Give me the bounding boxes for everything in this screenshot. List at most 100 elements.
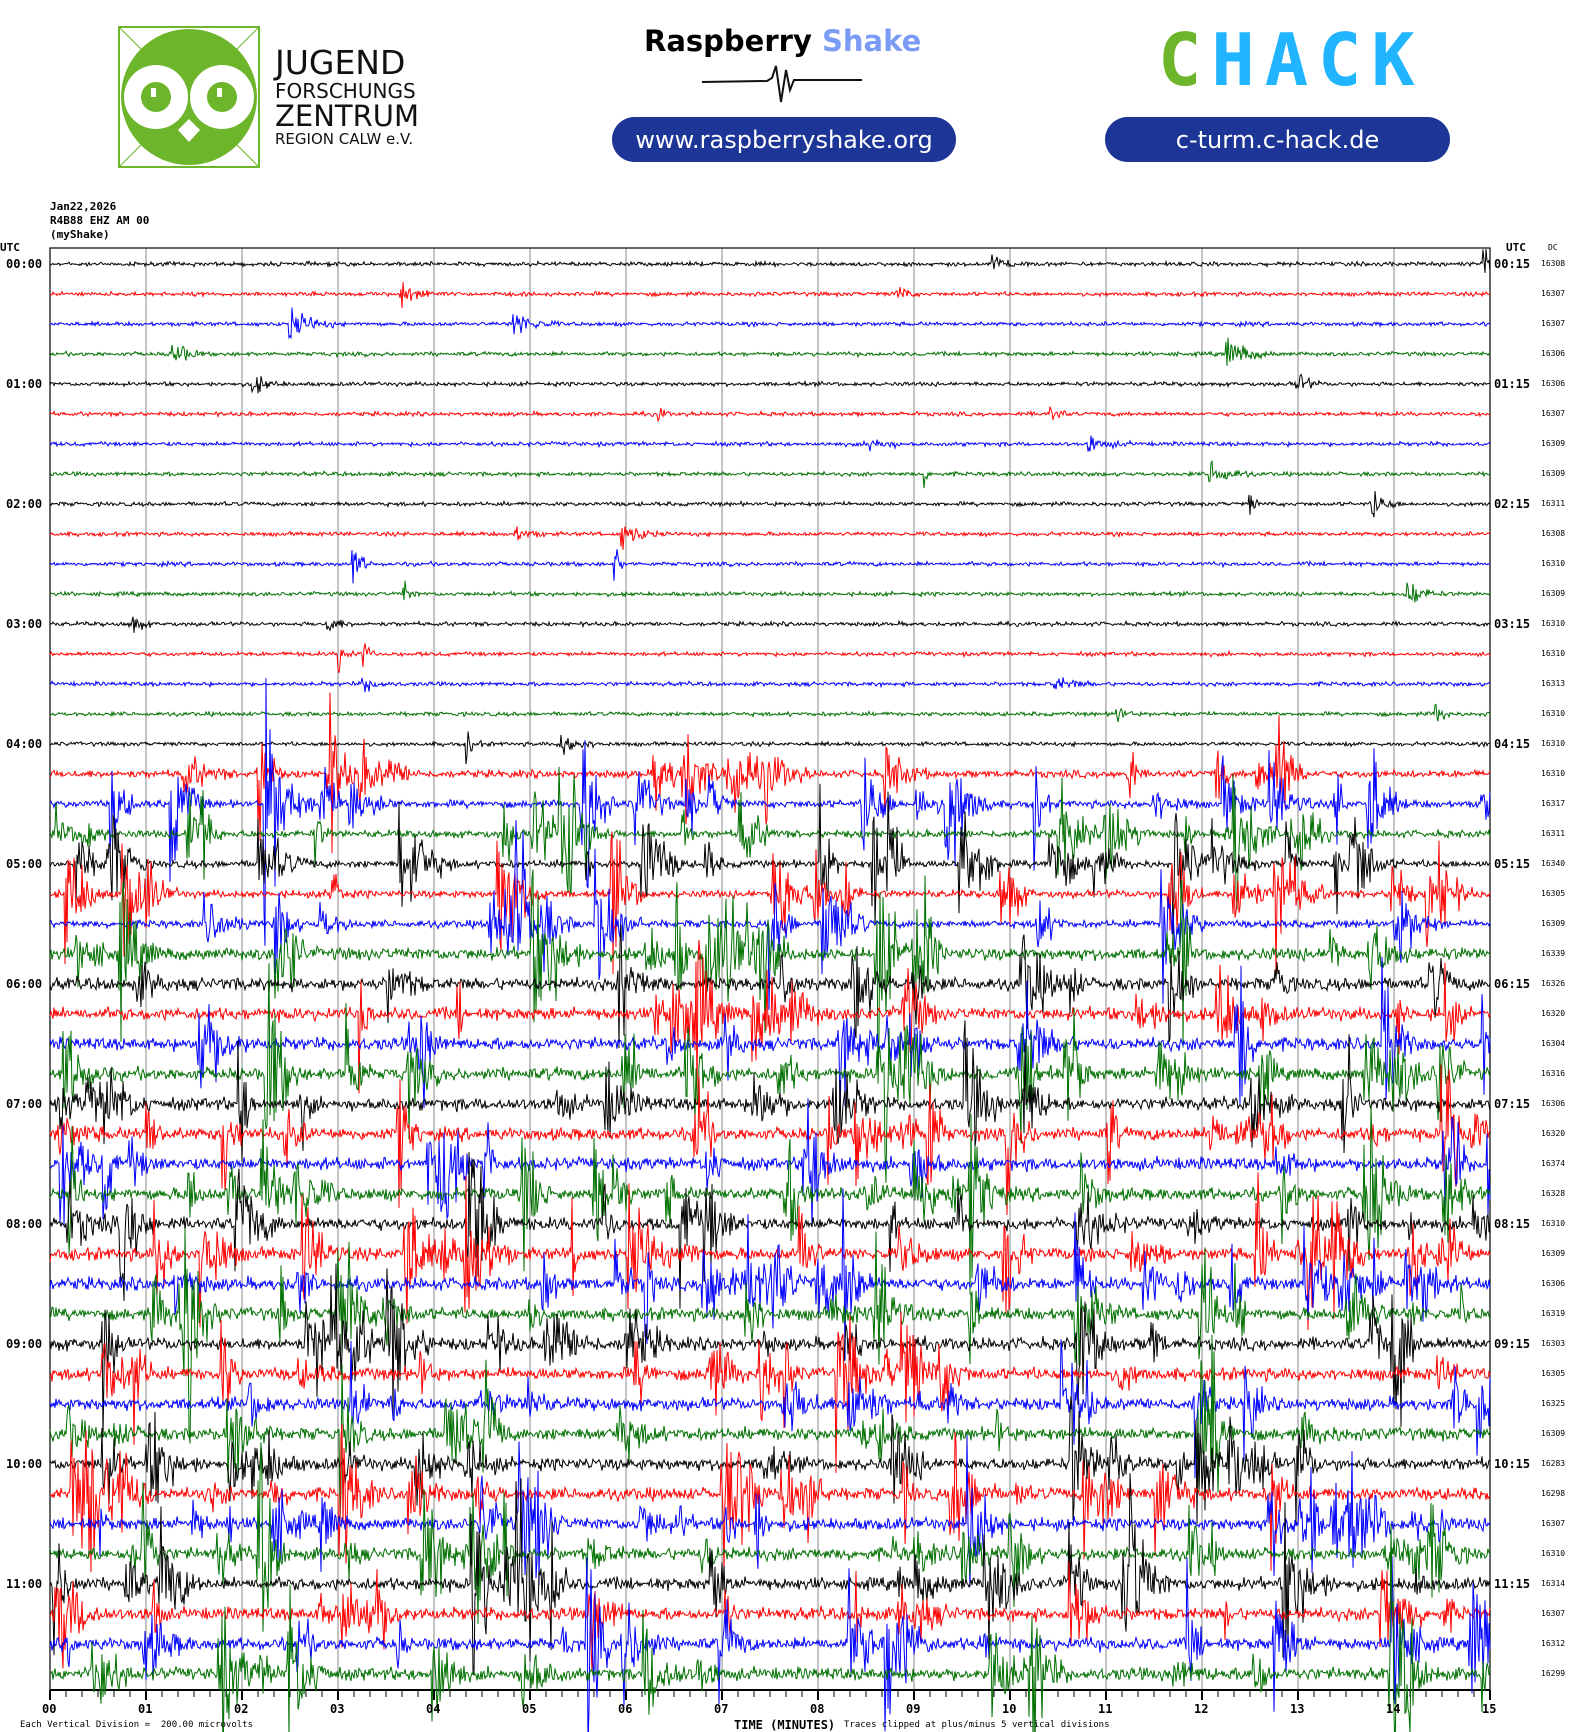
dc-offset-value: 16306: [1541, 1279, 1566, 1288]
right-time-label: 06:15: [1494, 977, 1531, 991]
right-utc-label: UTC: [1506, 241, 1526, 254]
right-time-label: 01:15: [1494, 377, 1531, 391]
trace-row-44: [49, 1473, 1491, 1676]
x-tick-label: 06: [618, 1702, 633, 1716]
dc-offset-value: 16307: [1541, 319, 1566, 328]
record-date: Jan22,2026: [50, 200, 117, 213]
dc-offset-value: 16317: [1541, 799, 1566, 808]
x-tick-label: 07: [714, 1702, 729, 1716]
dc-offset-value: 16306: [1541, 349, 1566, 358]
right-time-label: 04:15: [1494, 737, 1531, 751]
trace-row-33: [49, 1172, 1491, 1331]
left-time-label: 05:00: [6, 857, 43, 871]
dc-offset-value: 16307: [1541, 1519, 1566, 1528]
trace-row-35: [49, 1228, 1491, 1444]
right-time-label: 08:15: [1494, 1217, 1531, 1231]
trace-row-16: [49, 731, 1490, 765]
trace-row-42: [49, 1435, 1491, 1587]
x-tick-label: 01: [138, 1702, 153, 1716]
trace-row-3: [49, 337, 1491, 366]
dc-offset-value: 16304: [1541, 1039, 1566, 1048]
dc-offset-value: 16305: [1541, 889, 1566, 898]
trace-row-43: [49, 1442, 1491, 1632]
trace-row-27: [49, 963, 1491, 1183]
trace-row-5: [49, 406, 1491, 423]
dc-offset-value: 16374: [1541, 1159, 1566, 1168]
trace-row-2: [49, 307, 1491, 340]
dc-offset-value: 16309: [1541, 1249, 1566, 1258]
dc-offset-value: 16307: [1541, 289, 1566, 298]
trace-row-1: [49, 282, 1491, 309]
left-time-label: 01:00: [6, 377, 43, 391]
dc-offset-value: 16309: [1541, 469, 1566, 478]
trace-row-25: [49, 939, 1491, 1105]
trace-row-12: [49, 616, 1491, 633]
x-tick-label: 13: [1290, 1702, 1305, 1716]
dc-offset-value: 16298: [1541, 1489, 1566, 1498]
clip-note: Traces clipped at plus/minus 5 vertical …: [844, 1720, 1110, 1730]
chack-logo: CHACK: [1158, 22, 1425, 98]
x-tick-label: 08: [810, 1702, 825, 1716]
trace-row-34: [49, 1188, 1491, 1361]
x-tick-label: 11: [1098, 1702, 1113, 1716]
dc-offset-value: 16310: [1541, 769, 1566, 778]
seismogram-icon: [702, 65, 862, 103]
dc-offset-value: 16340: [1541, 859, 1566, 868]
dc-offset-value: 16326: [1541, 979, 1566, 988]
trace-row-0: [49, 249, 1491, 273]
trace-row-30: [49, 1098, 1491, 1227]
dc-offset-value: 16314: [1541, 1579, 1566, 1588]
trace-row-39: [49, 1334, 1491, 1523]
raspberry-shake-logo: Raspberry Shake: [612, 24, 958, 164]
raspberry-shake-url-button[interactable]: www.raspberryshake.org: [612, 117, 956, 162]
dc-offset-value: 16310: [1541, 619, 1566, 628]
dc-offset-value: 16325: [1541, 1399, 1566, 1408]
dc-offset-value: 16305: [1541, 1369, 1566, 1378]
trace-row-9: [49, 526, 1491, 550]
jfz-logo: JUGEND FORSCHUNGS ZENTRUM REGION CALW e.…: [118, 26, 419, 168]
chack-url-button[interactable]: c-turm.c-hack.de: [1105, 117, 1450, 162]
rs-word2: Shake: [821, 24, 922, 58]
dc-offset-value: 16307: [1541, 409, 1566, 418]
trace-row-19: [49, 766, 1491, 910]
trace-row-6: [49, 435, 1491, 452]
dc-offset-value: 16310: [1541, 709, 1566, 718]
trace-row-4: [49, 373, 1491, 394]
left-time-label: 10:00: [6, 1457, 43, 1471]
dc-offset-value: 16303: [1541, 1339, 1566, 1348]
trace-row-29: [49, 1064, 1491, 1216]
dc-offset-value: 16309: [1541, 439, 1566, 448]
trace-row-23: [49, 869, 1491, 1084]
right-time-label: 07:15: [1494, 1097, 1531, 1111]
scale-note: Each Vertical Division = 200.00 microvol…: [20, 1720, 253, 1730]
dc-offset-value: 16309: [1541, 919, 1566, 928]
x-tick-label: 00: [42, 1702, 57, 1716]
dc-offset-value: 16310: [1541, 1219, 1566, 1228]
x-tick-label: 10: [1002, 1702, 1017, 1716]
dc-offset-value: 16312: [1541, 1639, 1566, 1648]
left-time-label: 04:00: [6, 737, 43, 751]
dc-offset-value: 16313: [1541, 679, 1566, 688]
network-name: (myShake): [50, 228, 110, 241]
right-time-label: 00:15: [1494, 257, 1531, 271]
left-time-label: 08:00: [6, 1217, 43, 1231]
dc-offset-value: 16309: [1541, 589, 1566, 598]
dc-offset-value: 16311: [1541, 829, 1566, 838]
dc-offset-value: 16283: [1541, 1459, 1566, 1468]
dc-offset-value: 16308: [1541, 259, 1566, 268]
dc-offset-value: 16319: [1541, 1309, 1566, 1318]
trace-row-15: [49, 703, 1491, 722]
chack-hack: HACK: [1211, 18, 1425, 102]
dc-offset-value: 16320: [1541, 1129, 1566, 1138]
trace-row-31: [49, 1105, 1491, 1295]
trace-row-8: [49, 490, 1491, 518]
owl-icon: [118, 26, 260, 168]
dc-offset-value: 16328: [1541, 1189, 1566, 1198]
dc-offset-value: 16308: [1541, 529, 1566, 538]
dc-offset-value: 16316: [1541, 1069, 1566, 1078]
trace-row-38: [49, 1339, 1491, 1479]
trace-row-10: [49, 549, 1491, 584]
right-time-label: 03:15: [1494, 617, 1531, 631]
left-time-label: 00:00: [6, 257, 43, 271]
